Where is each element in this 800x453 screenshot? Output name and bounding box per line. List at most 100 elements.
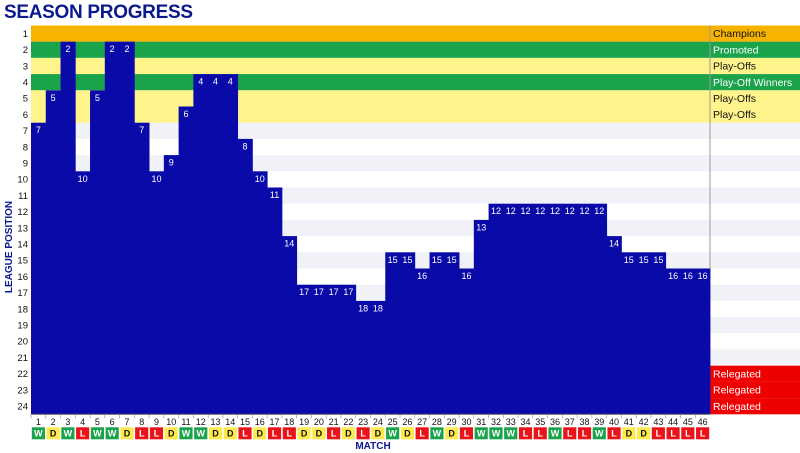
bar-value-label: 18 bbox=[373, 303, 383, 313]
result-label: W bbox=[34, 429, 43, 439]
x-tick-label: 38 bbox=[580, 417, 590, 427]
result-box bbox=[312, 427, 326, 440]
bar-value-label: 2 bbox=[110, 44, 115, 54]
result-box bbox=[681, 427, 695, 440]
bar-value-label: 14 bbox=[609, 239, 619, 249]
result-label: W bbox=[182, 429, 191, 439]
bar-value-label: 15 bbox=[432, 255, 442, 265]
result-box bbox=[386, 427, 400, 440]
x-tick-label: 36 bbox=[550, 417, 560, 427]
position-bar bbox=[208, 74, 224, 415]
position-bar bbox=[60, 41, 76, 415]
y-tick-label: 11 bbox=[18, 191, 28, 202]
result-box bbox=[563, 427, 577, 440]
x-tick-label: 20 bbox=[314, 417, 324, 427]
result-label: W bbox=[197, 429, 206, 439]
x-tick-label: 22 bbox=[343, 417, 353, 427]
result-label: L bbox=[331, 429, 337, 439]
x-tick-label: 43 bbox=[653, 417, 663, 427]
bar-value-label: 16 bbox=[417, 271, 427, 281]
result-box bbox=[533, 427, 547, 440]
result-box bbox=[592, 427, 606, 440]
result-label: D bbox=[345, 429, 352, 439]
x-axis-title: MATCH bbox=[355, 441, 390, 452]
x-tick-label: 33 bbox=[506, 417, 516, 427]
x-tick-label: 45 bbox=[683, 417, 693, 427]
y-tick-label: 21 bbox=[17, 353, 28, 364]
zone-label: Play-Off Winners bbox=[713, 77, 792, 89]
position-bar bbox=[178, 106, 194, 415]
bar-value-label: 10 bbox=[255, 174, 265, 184]
result-label: L bbox=[287, 429, 293, 439]
x-tick-label: 23 bbox=[358, 417, 368, 427]
x-tick-label: 34 bbox=[520, 417, 530, 427]
x-tick-label: 12 bbox=[196, 417, 206, 427]
x-tick-label: 37 bbox=[565, 417, 575, 427]
chart-title: SEASON PROGRESS bbox=[4, 2, 193, 23]
result-box bbox=[120, 427, 134, 440]
x-tick-label: 16 bbox=[255, 417, 265, 427]
x-tick-label: 35 bbox=[535, 417, 545, 427]
result-box bbox=[61, 427, 75, 440]
y-tick-label: 6 bbox=[23, 110, 28, 121]
position-bar bbox=[370, 300, 386, 415]
result-label: W bbox=[433, 429, 442, 439]
x-tick-label: 24 bbox=[373, 417, 383, 427]
position-bar bbox=[577, 203, 593, 415]
result-box bbox=[238, 427, 252, 440]
x-tick-label: 7 bbox=[124, 417, 129, 427]
bar-value-label: 18 bbox=[358, 303, 368, 313]
position-bar bbox=[400, 252, 416, 415]
zone-label: Play-Offs bbox=[713, 93, 756, 105]
position-bar bbox=[119, 41, 135, 415]
position-bar bbox=[267, 187, 283, 415]
x-tick-label: 29 bbox=[447, 417, 457, 427]
row-band bbox=[31, 90, 800, 107]
position-bar bbox=[163, 155, 180, 415]
result-box bbox=[548, 427, 562, 440]
result-label: W bbox=[93, 429, 102, 439]
result-label: L bbox=[242, 429, 248, 439]
x-tick-label: 32 bbox=[491, 417, 501, 427]
result-label: D bbox=[301, 429, 308, 439]
bar-value-label: 5 bbox=[51, 93, 56, 103]
result-label: W bbox=[388, 429, 397, 439]
position-bar bbox=[193, 74, 209, 415]
position-bars bbox=[31, 41, 711, 415]
result-label: D bbox=[50, 429, 57, 439]
zone-label: Relegated bbox=[713, 385, 761, 397]
x-tick-label: 28 bbox=[432, 417, 442, 427]
result-box bbox=[297, 427, 311, 440]
x-tick-label: 13 bbox=[211, 417, 221, 427]
x-tick-label: 3 bbox=[65, 417, 70, 427]
x-tick-label: 42 bbox=[639, 417, 649, 427]
y-tick-label: 12 bbox=[17, 207, 28, 218]
bar-value-label: 15 bbox=[653, 255, 663, 265]
position-bar bbox=[340, 284, 357, 415]
y-tick-label: 24 bbox=[17, 402, 28, 413]
y-tick-label: 17 bbox=[17, 288, 28, 299]
y-tick-label: 3 bbox=[23, 61, 28, 72]
result-label: L bbox=[567, 429, 573, 439]
result-label: W bbox=[551, 429, 560, 439]
result-box bbox=[149, 427, 164, 440]
x-tick-label: 9 bbox=[154, 417, 159, 427]
bar-value-label: 7 bbox=[36, 125, 41, 135]
result-box bbox=[445, 427, 459, 440]
result-box bbox=[341, 427, 355, 440]
result-box bbox=[282, 427, 296, 440]
result-box bbox=[223, 427, 237, 440]
bar-value-label: 5 bbox=[95, 93, 100, 103]
position-bar bbox=[104, 41, 120, 415]
y-tick-label: 18 bbox=[17, 304, 28, 315]
bar-value-label: 15 bbox=[447, 255, 457, 265]
bar-value-label: 9 bbox=[169, 158, 174, 168]
y-tick-label: 10 bbox=[17, 175, 28, 186]
x-tick-label: 39 bbox=[594, 417, 604, 427]
zone-labels: Champions Promoted Play-Offs Play-Off Winne… bbox=[713, 28, 792, 413]
result-box bbox=[135, 427, 149, 440]
result-box bbox=[666, 427, 680, 440]
x-axis: 1 2 3 4 5 6 7 8 9 10 11 12 13 14 15 16 17 18 19 20 21 22 23 24 2… bbox=[30, 413, 710, 427]
bar-value-label: 12 bbox=[491, 206, 501, 216]
x-tick-label: 14 bbox=[225, 417, 235, 427]
